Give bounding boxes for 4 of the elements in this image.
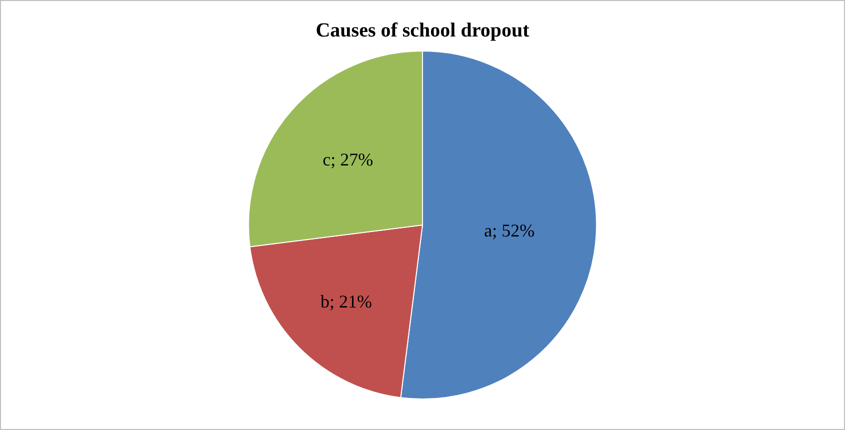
slice-label: a; 52%	[484, 220, 535, 240]
chart-title: Causes of school dropout	[316, 19, 530, 42]
slice-label: b; 21%	[320, 291, 372, 312]
slice-label: c; 27%	[322, 149, 374, 170]
